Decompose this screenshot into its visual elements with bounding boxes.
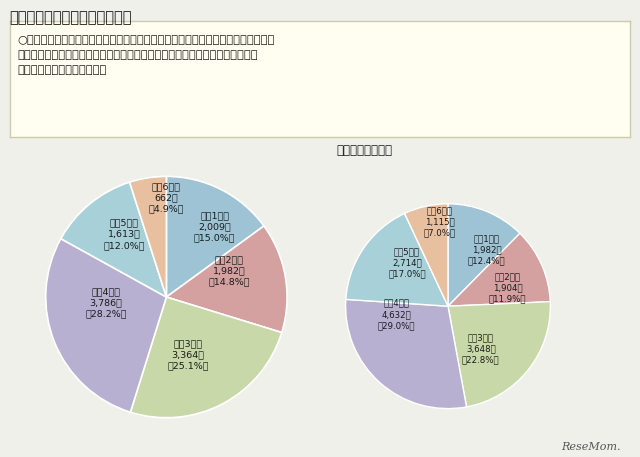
Text: 小学3年生
3,364人
（25.1%）: 小学3年生 3,364人 （25.1%） [168,340,209,371]
Wedge shape [448,302,550,407]
Text: 小学4年生
4,632人
（29.0%）: 小学4年生 4,632人 （29.0%） [378,299,415,330]
Text: 小学6年生
662人
（4.9%）: 小学6年生 662人 （4.9%） [148,182,184,214]
Text: ○　待機児童数の学年別の状況でみると、低学年（小学１年生から小学３年生）は
　　前年比で１７９人減少、高学年（小学４年生から小学６年生）は前年比で
　　２，４０: ○ 待機児童数の学年別の状況でみると、低学年（小学１年生から小学３年生）は 前年… [17,35,275,75]
Text: 小学5年生
1,613人
（12.0%）: 小学5年生 1,613人 （12.0%） [104,219,145,250]
Wedge shape [131,297,282,418]
Text: ReseMom.: ReseMom. [561,442,621,452]
Wedge shape [166,176,264,297]
Text: 小学2年生
1,982人
（14.8%）: 小学2年生 1,982人 （14.8%） [209,255,250,286]
Wedge shape [166,226,287,333]
Text: 小学1年生
1,982人
（12.4%）: 小学1年生 1,982人 （12.4%） [468,234,506,266]
Text: 小学5年生
2,714人
（17.0%）: 小学5年生 2,714人 （17.0%） [388,248,426,279]
Text: ７．待機児童数の学年別の状況: ７．待機児童数の学年別の状況 [10,10,132,25]
Wedge shape [448,233,550,306]
Wedge shape [404,204,448,306]
Wedge shape [129,176,166,297]
Text: 小学6年生
1,115人
（7.0%）: 小学6年生 1,115人 （7.0%） [424,207,456,238]
Text: （参考）令和２年: （参考）令和２年 [336,144,392,157]
Wedge shape [448,204,520,306]
Wedge shape [346,299,467,409]
Text: 小学1年生
2,009人
（15.0%）: 小学1年生 2,009人 （15.0%） [194,212,236,243]
Wedge shape [45,239,166,412]
Text: 小学2年生
1,904人
（11.9%）: 小学2年生 1,904人 （11.9%） [489,272,526,303]
Text: 小学4年生
3,786人
（28.2%）: 小学4年生 3,786人 （28.2%） [85,287,127,319]
Text: 小学3年生
3,648人
（22.8%）: 小学3年生 3,648人 （22.8%） [462,334,500,365]
Wedge shape [61,182,166,297]
Wedge shape [346,213,448,306]
